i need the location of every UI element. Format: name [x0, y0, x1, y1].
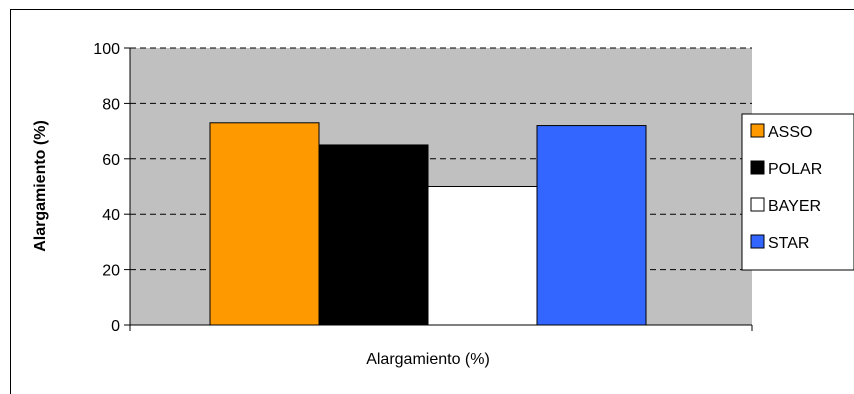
bar-polar [318, 144, 429, 326]
y-axis-title: Alargamiento (%) [32, 120, 49, 252]
y-tick-label: 40 [102, 207, 120, 224]
axes: 0 20 40 60 80 100 [93, 41, 753, 335]
plot-area [130, 47, 752, 326]
legend-label-star: STAR [768, 235, 809, 252]
x-axis-title: Alargamiento (%) [366, 351, 490, 368]
y-tick-label: 100 [93, 41, 120, 58]
legend-swatch-asso [750, 123, 765, 138]
legend-label-polar: POLAR [768, 161, 822, 178]
y-tick-label: 20 [102, 263, 120, 280]
legend-label-asso: ASSO [768, 124, 812, 141]
bar-bayer [427, 186, 538, 326]
y-tick-label: 60 [102, 152, 120, 169]
y-tick-label: 80 [102, 96, 120, 113]
bar-star [536, 125, 647, 326]
legend: ASSO POLAR BAYER STAR [741, 113, 854, 271]
legend-swatch-bayer [750, 197, 765, 212]
legend-label-bayer: BAYER [768, 198, 821, 215]
bar-asso [209, 122, 320, 326]
legend-swatch-star [750, 234, 765, 249]
y-tick-label: 0 [111, 318, 120, 335]
legend-swatch-polar [750, 160, 765, 175]
